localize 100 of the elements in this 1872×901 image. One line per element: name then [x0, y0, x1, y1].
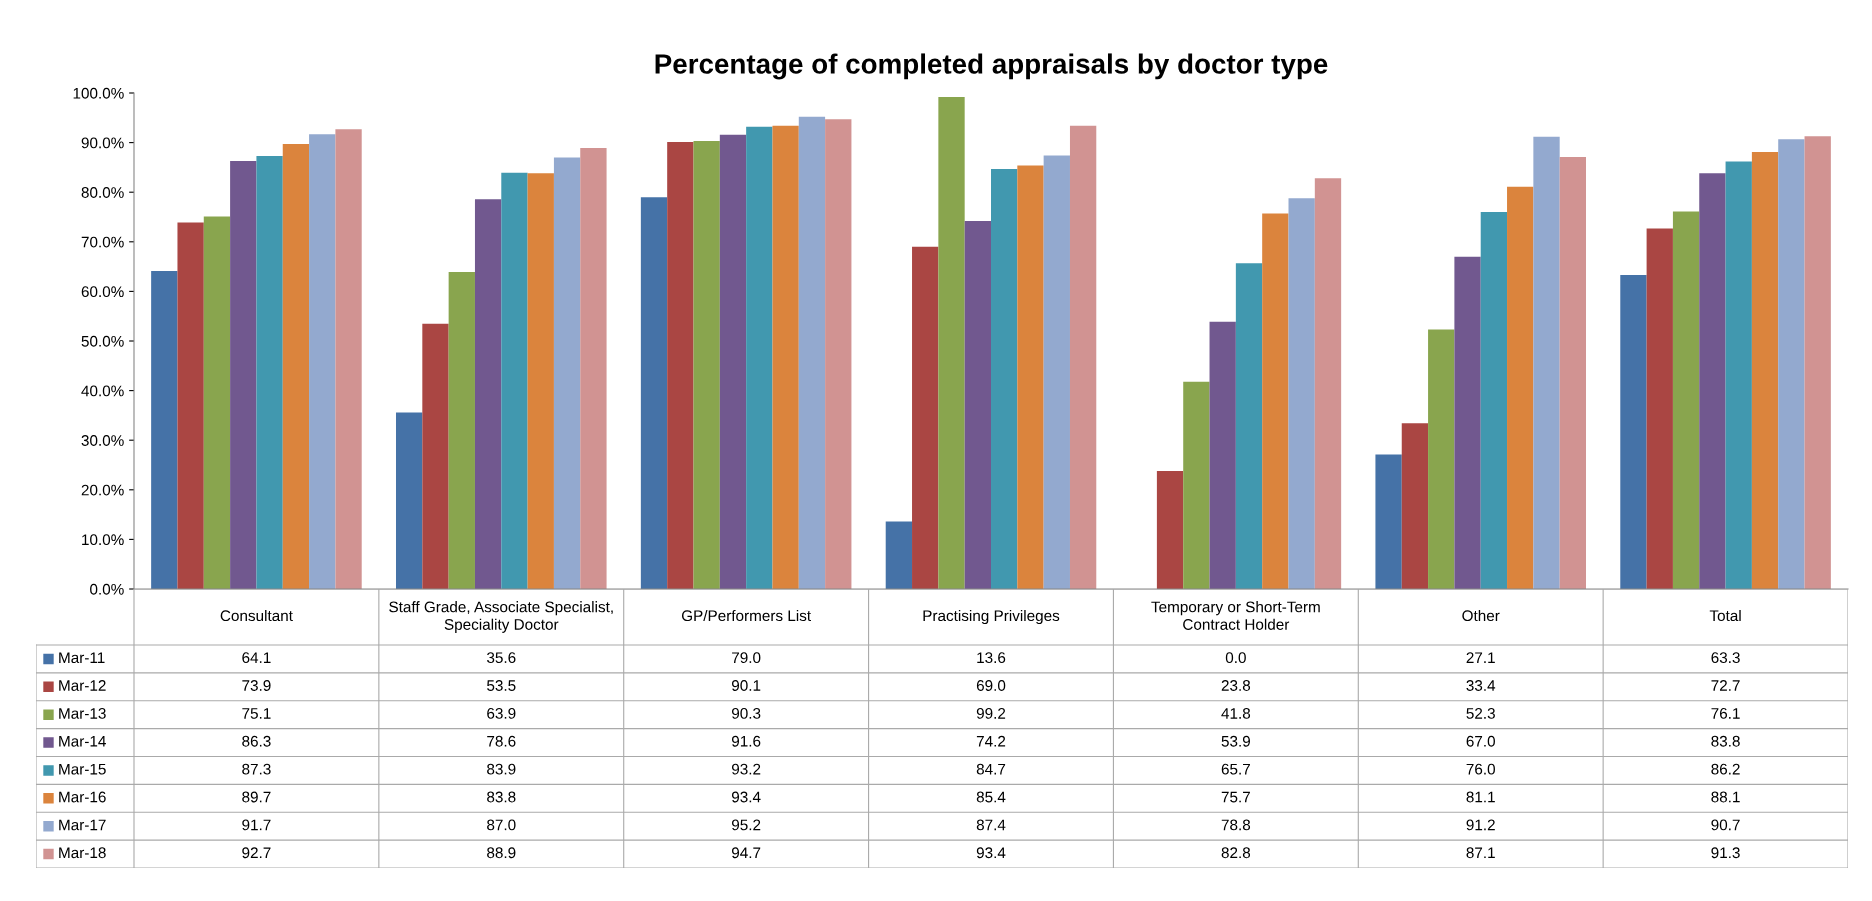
data-label: 69.0 — [976, 680, 1006, 691]
legend-label: Mar-12 — [59, 680, 106, 691]
data-label: 90.1 — [731, 680, 761, 691]
bar — [1620, 275, 1647, 589]
data-label: 86.2 — [1711, 763, 1740, 775]
data-label: 93.4 — [731, 791, 761, 803]
data-label: 76.1 — [1711, 707, 1740, 719]
bar — [580, 148, 607, 589]
bar — [1209, 321, 1236, 589]
bar — [1804, 136, 1831, 589]
bar — [719, 134, 747, 589]
data-label: 52.3 — [1466, 707, 1495, 719]
bar — [1314, 178, 1342, 589]
bar — [1778, 139, 1805, 589]
bar — [396, 412, 423, 589]
data-label: 65.7 — [1221, 763, 1250, 775]
bar — [422, 323, 449, 589]
y-tick-label: 90.0% — [81, 137, 124, 149]
bar — [282, 144, 310, 589]
y-tick-label: 20.0% — [81, 484, 124, 496]
x-tick-label: Other — [1462, 609, 1500, 622]
bar — [667, 142, 694, 589]
bar — [203, 216, 231, 589]
bar — [1646, 228, 1673, 589]
data-label: 78.6 — [487, 735, 516, 747]
bar — [885, 521, 913, 589]
data-label: 91.6 — [731, 735, 761, 747]
x-tick-label: Practising Privileges — [923, 609, 1060, 625]
bar — [1725, 161, 1752, 589]
bar — [1672, 211, 1700, 589]
data-label: 99.2 — [976, 707, 1006, 719]
data-label: 75.7 — [1221, 791, 1250, 803]
data-label: 81.1 — [1466, 791, 1495, 803]
data-label: 35.6 — [487, 652, 516, 664]
bar — [474, 199, 502, 589]
data-label: 13.6 — [977, 652, 1006, 664]
data-label: 85.4 — [976, 791, 1006, 803]
bar — [1401, 423, 1429, 589]
data-label: 94.7 — [731, 847, 761, 859]
data-label: 87.3 — [242, 763, 271, 775]
data-label: 41.8 — [1221, 707, 1251, 719]
bar — [1559, 156, 1586, 589]
bar — [912, 246, 939, 589]
data-label: 87.4 — [976, 819, 1006, 831]
data-label: 83.9 — [487, 763, 516, 775]
data-label: 83.8 — [487, 791, 516, 803]
data-label: 64.1 — [242, 652, 271, 664]
bar — [501, 172, 528, 589]
data-label: 95.2 — [731, 819, 761, 831]
bar — [1507, 186, 1534, 589]
bar — [1262, 213, 1289, 589]
data-label: 63.9 — [487, 707, 516, 719]
data-label: 93.4 — [976, 847, 1006, 859]
data-label: 33.4 — [1466, 680, 1496, 691]
bar — [1235, 263, 1263, 589]
data-label: 84.7 — [976, 763, 1006, 775]
data-label: 87.1 — [1466, 847, 1495, 859]
data-label: 79.0 — [732, 652, 761, 664]
data-label: 27.1 — [1466, 652, 1495, 663]
bar — [1375, 454, 1402, 589]
chart-title: Percentage of completed appraisals by doctor type — [655, 53, 1328, 80]
data-label: 89.7 — [242, 791, 271, 803]
bar — [448, 272, 475, 589]
bar — [256, 155, 283, 589]
bar — [1428, 329, 1455, 589]
data-label: 63.3 — [1711, 652, 1740, 664]
y-tick-label: 80.0% — [81, 187, 124, 198]
data-label: 75.1 — [242, 708, 271, 719]
legend-label: Mar-17 — [59, 819, 106, 831]
bar — [1183, 381, 1210, 589]
bar — [991, 168, 1018, 589]
data-label: 78.8 — [1221, 819, 1251, 831]
data-label: 90.3 — [731, 707, 761, 719]
bar — [1454, 256, 1481, 589]
bar — [746, 126, 773, 589]
legend-label: Mar-15 — [59, 763, 106, 775]
x-tick-label: Temporary or Short-Term Contract Holder — [1151, 601, 1320, 630]
data-label: 88.9 — [487, 847, 516, 859]
data-label: 86.3 — [242, 735, 271, 747]
data-label: 76.0 — [1466, 763, 1495, 775]
bar — [1751, 152, 1779, 589]
data-label: 87.0 — [487, 819, 516, 831]
data-label: 0.0 — [1225, 652, 1246, 664]
bar — [1288, 198, 1315, 589]
legend-label: Mar-13 — [59, 707, 106, 719]
data-label: 83.8 — [1711, 735, 1740, 747]
bar — [772, 125, 799, 589]
data-label: 67.0 — [1466, 735, 1495, 747]
y-tick-label: 30.0% — [81, 435, 124, 446]
data-label: 53.5 — [487, 680, 516, 691]
data-label: 92.7 — [242, 847, 271, 859]
y-tick-label: 70.0% — [81, 236, 124, 248]
data-label: 91.2 — [1466, 819, 1495, 831]
y-tick-label: 10.0% — [82, 534, 124, 546]
legend-label: Mar-14 — [59, 736, 106, 747]
bar — [1699, 173, 1726, 589]
bar — [798, 116, 826, 589]
data-label: 88.1 — [1711, 791, 1740, 803]
x-tick-label: Staff Grade, Associate Specialist, Speciality Doctor — [389, 601, 613, 633]
x-tick-label: Total — [1709, 609, 1741, 622]
